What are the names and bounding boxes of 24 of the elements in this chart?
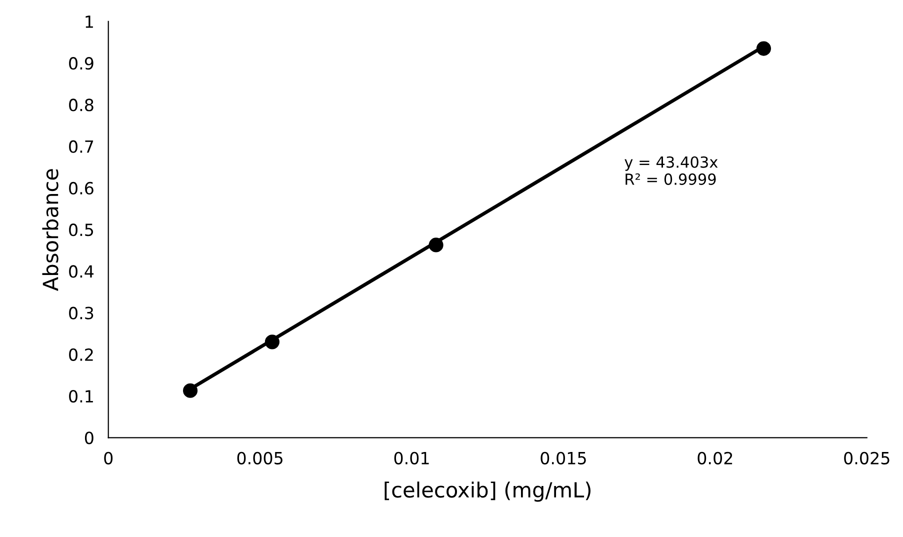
y-tick-label: 0.4 xyxy=(69,265,94,278)
y-tick-label: 1 xyxy=(86,16,93,28)
y-tick-label: 0.9 xyxy=(69,57,94,70)
y-tick-label: 0.8 xyxy=(69,98,94,112)
x-tick-label: 0.005 xyxy=(237,452,282,464)
y-axis-title: Absorbance xyxy=(42,169,58,291)
x-tick-label: 0 xyxy=(104,452,113,464)
point xyxy=(428,238,444,252)
point xyxy=(183,383,198,398)
x-tick-label: 0.025 xyxy=(844,452,890,464)
y-tick-label: 0.3 xyxy=(69,306,94,320)
y-tick-label: 0 xyxy=(84,432,94,444)
x-tick-label: 0.02 xyxy=(698,452,732,464)
x-tick-label: 0.01 xyxy=(394,452,429,464)
y-tick-label: 0.7 xyxy=(69,140,94,153)
x-axis-title: [celecoxib] (mg/mL) xyxy=(384,482,590,502)
x-tick-label: 0.015 xyxy=(540,452,586,464)
annotation: y = 43.403x R² = 0.9999 xyxy=(624,156,718,185)
y-tick-label: 0.2 xyxy=(69,348,93,361)
y-tick-label: 0.6 xyxy=(69,182,94,195)
y-tick-label: 0.5 xyxy=(69,224,94,236)
point xyxy=(264,334,280,350)
point xyxy=(756,41,772,56)
y-tick-label: 0.1 xyxy=(69,390,93,403)
